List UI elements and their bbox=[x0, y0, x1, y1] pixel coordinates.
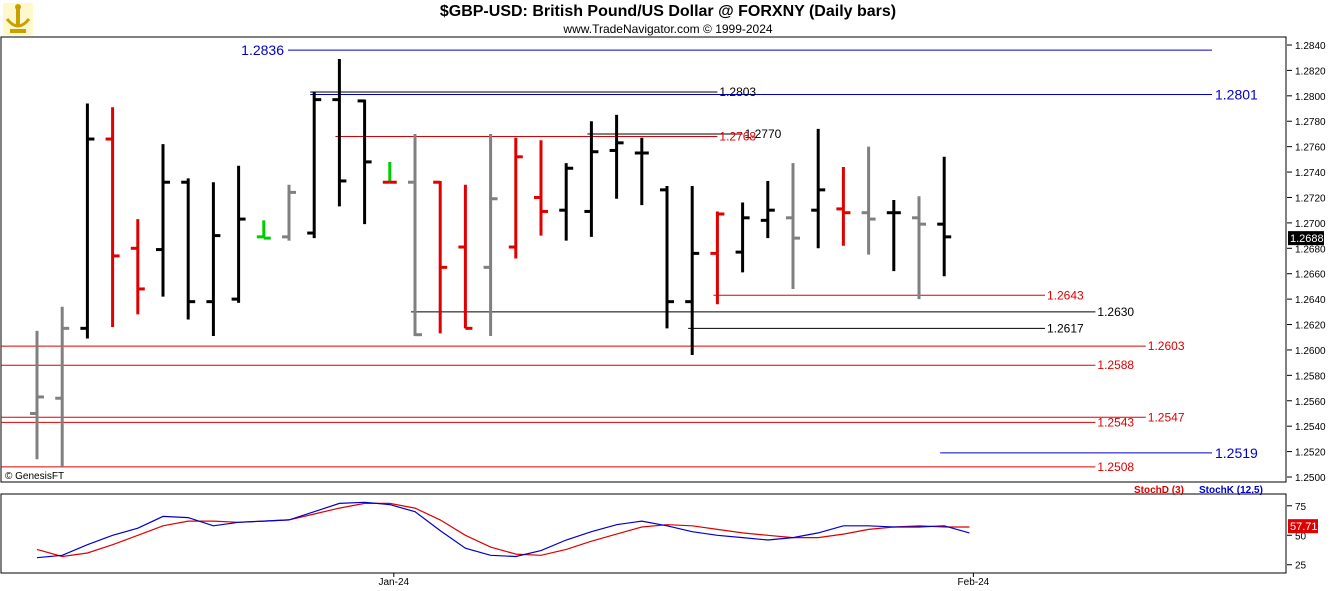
level-label: 1.2630 bbox=[1097, 305, 1134, 319]
price-tick-label: 1.2820 bbox=[1295, 66, 1326, 77]
ohlc-bar bbox=[105, 107, 120, 328]
ohlc-bar bbox=[307, 92, 322, 239]
ohlc-bar bbox=[534, 140, 548, 236]
price-tick-label: 1.2700 bbox=[1295, 219, 1326, 230]
ohlc-bar bbox=[886, 200, 901, 272]
price-tick-label: 1.2800 bbox=[1295, 92, 1326, 103]
chart-subtitle: www.TradeNavigator.com © 1999-2024 bbox=[563, 22, 773, 36]
price-tick-label: 1.2680 bbox=[1295, 244, 1326, 255]
stoch-tick-label: 75 bbox=[1295, 502, 1307, 513]
level-label: 1.2588 bbox=[1097, 358, 1134, 372]
level-label: 1.2519 bbox=[1215, 445, 1258, 461]
ohlc-bar bbox=[206, 182, 221, 336]
stochastic-axis: 25 50 75 57.71 bbox=[1287, 502, 1318, 572]
ohlc-bar bbox=[660, 186, 674, 329]
price-tick-label: 1.2760 bbox=[1295, 143, 1326, 154]
stoch-series-line bbox=[36, 502, 970, 558]
price-tick-label: 1.2500 bbox=[1295, 473, 1326, 484]
ohlc-bar bbox=[80, 103, 95, 339]
ohlc-bar bbox=[508, 137, 523, 259]
price-tick-label: 1.2560 bbox=[1295, 397, 1326, 408]
last-price-badge bbox=[1288, 231, 1324, 246]
level-label: 1.2547 bbox=[1148, 410, 1185, 424]
ohlc-bar bbox=[256, 220, 271, 240]
level-label: 1.2617 bbox=[1047, 321, 1084, 335]
ohlc-bar bbox=[760, 180, 775, 239]
ohlc-bar bbox=[584, 121, 599, 237]
price-tick-label: 1.2600 bbox=[1295, 346, 1326, 357]
ohlc-bar bbox=[861, 146, 876, 255]
price-pane-frame bbox=[0, 36, 1287, 483]
level-label: 1.2836 bbox=[241, 42, 284, 58]
price-tick-label: 1.2780 bbox=[1295, 117, 1326, 128]
ohlc-bar bbox=[181, 178, 196, 320]
level-label: 1.2770 bbox=[745, 127, 782, 141]
last-price-label: 1.2688 bbox=[1290, 233, 1324, 245]
last-stoch-badge bbox=[1288, 519, 1318, 534]
price-tick-label: 1.2520 bbox=[1295, 448, 1326, 459]
price-tick-label: 1.2620 bbox=[1295, 321, 1326, 332]
ohlc-bar bbox=[912, 196, 926, 300]
stoch-tick-label: 25 bbox=[1295, 561, 1307, 572]
ohlc-bar bbox=[156, 144, 170, 297]
stoch-d-legend: StochD (3) bbox=[1134, 485, 1184, 496]
ohlc-bar bbox=[811, 128, 826, 249]
ohlc-bar bbox=[836, 166, 851, 246]
ohlc-bar bbox=[685, 186, 700, 356]
price-tick-label: 1.2640 bbox=[1295, 295, 1326, 306]
chart-header: $GBP-USD: British Pound/US Dollar @ FORX… bbox=[0, 0, 1336, 38]
ohlc-bar bbox=[634, 137, 649, 206]
last-stoch-label: 57.71 bbox=[1290, 521, 1318, 533]
ohlc-bar bbox=[433, 180, 448, 334]
ohlc-bar bbox=[55, 306, 70, 467]
ohlc-bar bbox=[231, 165, 246, 303]
ohlc-bars bbox=[30, 58, 952, 467]
level-label: 1.2603 bbox=[1148, 339, 1185, 353]
ohlc-bar bbox=[30, 330, 44, 460]
price-tick-label: 1.2720 bbox=[1295, 193, 1326, 204]
ohlc-bar bbox=[483, 133, 498, 336]
date-tick-label: Jan-24 bbox=[379, 577, 410, 588]
price-tick-label: 1.2580 bbox=[1295, 371, 1326, 382]
stochastic-lines bbox=[36, 501, 970, 559]
ohlc-bar bbox=[332, 58, 347, 207]
ohlc-bar bbox=[357, 99, 372, 225]
ohlc-bar bbox=[382, 161, 397, 184]
price-tick-label: 1.2540 bbox=[1295, 422, 1326, 433]
level-label: 1.2768 bbox=[719, 129, 756, 143]
price-tick-label: 1.2740 bbox=[1295, 168, 1326, 179]
ohlc-bar bbox=[282, 184, 296, 241]
level-label: 1.2643 bbox=[1047, 288, 1084, 302]
level-label: 1.2801 bbox=[1215, 87, 1258, 103]
date-tick-label: Feb-24 bbox=[958, 577, 990, 588]
ohlc-bar bbox=[408, 133, 422, 337]
ohlc-bar bbox=[559, 163, 574, 241]
stoch-k-legend: StochK (12,5) bbox=[1199, 485, 1263, 496]
price-tick-label: 1.2840 bbox=[1295, 41, 1326, 52]
level-label: 1.2543 bbox=[1097, 415, 1134, 429]
chart-title: $GBP-USD: British Pound/US Dollar @ FORX… bbox=[439, 3, 897, 20]
genesis-credit: © GenesisFT bbox=[5, 471, 64, 482]
ohlc-bar bbox=[130, 219, 145, 315]
price-tick-label: 1.2660 bbox=[1295, 270, 1326, 281]
ohlc-bar bbox=[458, 184, 473, 330]
stoch-series-line bbox=[36, 501, 970, 559]
price-axis: 1.2500 1.2520 1.2540 1.2560 1.2580 1.2600 1.26… bbox=[1287, 37, 1336, 484]
level-label: 1.2803 bbox=[719, 85, 756, 99]
level-label: 1.2508 bbox=[1097, 460, 1134, 474]
ohlc-bar bbox=[786, 163, 800, 289]
ohlc-bar bbox=[710, 211, 725, 305]
ohlc-bar bbox=[609, 114, 624, 199]
stochastic-pane-frame bbox=[0, 493, 1287, 574]
stoch-tick-label: 50 bbox=[1295, 531, 1307, 542]
date-axis: Jan-24 Feb-24 bbox=[379, 573, 990, 588]
ohlc-bar bbox=[735, 202, 750, 273]
trade-navigator-logo-icon bbox=[3, 3, 33, 35]
ohlc-bar bbox=[937, 156, 952, 277]
